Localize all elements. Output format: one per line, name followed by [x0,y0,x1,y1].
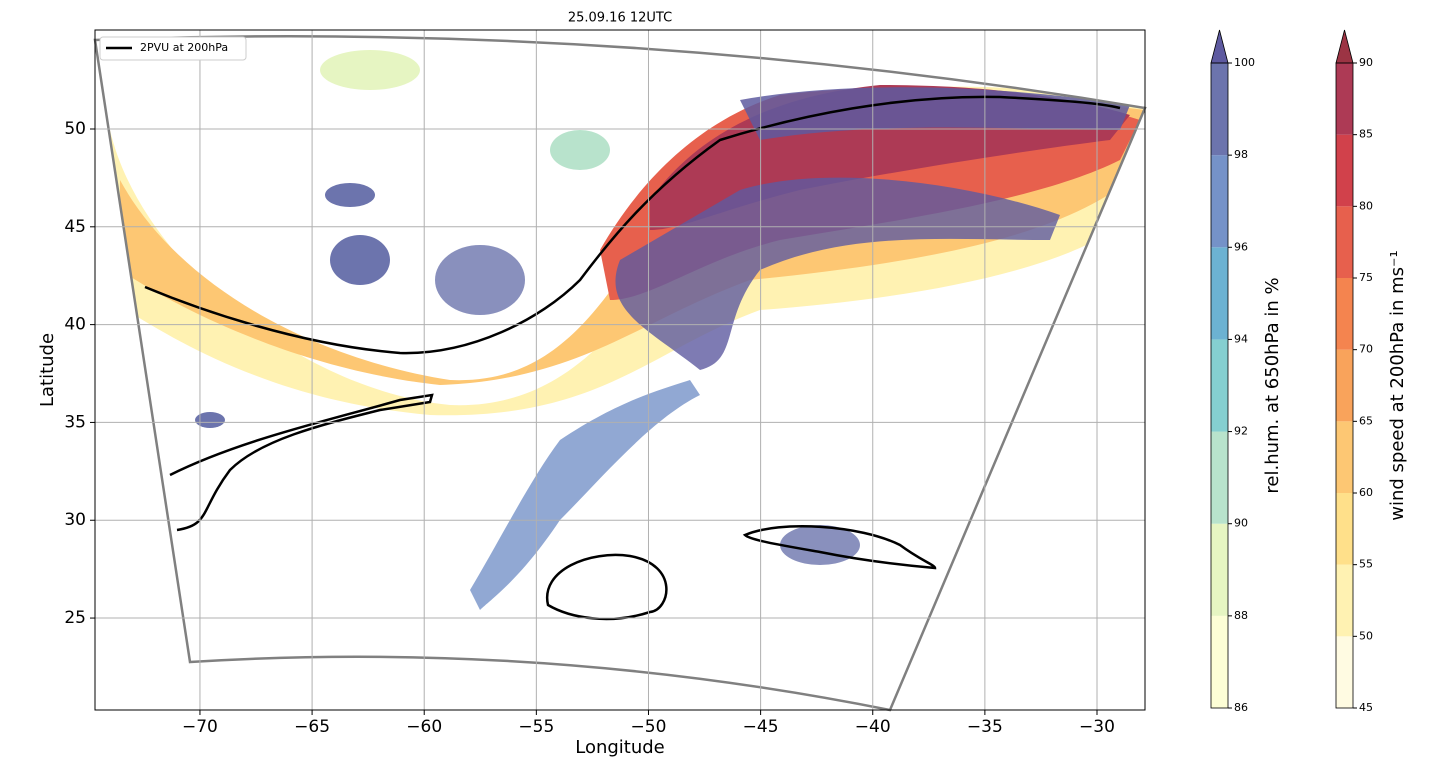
colorbar-frame [1335,62,1354,709]
colorbar-extend [1210,29,1229,64]
field [110,50,1145,621]
colorbar-bin [1336,206,1353,278]
colorbar-bin [1336,564,1353,637]
y-axis-label: Latitude [37,333,58,407]
domain-outline [93,35,1147,712]
x-tick-label: −60 [406,717,442,737]
colorbar-tick-label: 98 [1234,148,1248,161]
colorbar-tick-label: 80 [1359,199,1373,212]
colorbar-extend [1335,29,1354,64]
colorbar-tick-label: 88 [1234,609,1248,622]
colorbar-tick-label: 86 [1234,701,1248,714]
colorbar-label: rel.hum. at 650hPa in % [1262,277,1283,493]
plot-frame [94,29,1146,711]
colorbar-tick-label: 94 [1234,332,1248,345]
colorbar-tick-label: 90 [1359,56,1373,69]
y-tick-label: 35 [64,412,86,432]
legend-label: 2PVU at 200hPa [140,41,228,54]
colorbar-tick-label: 85 [1359,128,1373,141]
colorbar-tick-label: 55 [1359,558,1373,571]
x-tick-label: −65 [294,717,330,737]
y-tick-label: 40 [64,315,86,335]
y-tick-label: 30 [64,510,86,530]
y-tick-label: 25 [64,608,86,628]
colorbar-tick-label: 50 [1359,629,1373,642]
colorbar-bin [1211,431,1228,524]
colorbar-bin [1336,63,1353,135]
x-tick-label: −35 [967,717,1003,737]
title: 25.09.16 12UTC [568,11,672,26]
colorbar-tick-label: 60 [1359,486,1373,499]
colorbar-bin [1211,615,1228,708]
colorbar-bin [1211,339,1228,432]
x-tick-label: −55 [518,717,554,737]
colorbar-bin [1336,636,1353,708]
colorbar-bin [1211,247,1228,340]
legend: 2PVU at 200hPa [99,36,247,61]
x-tick-label: −30 [1079,717,1115,737]
colorbar-label: wind speed at 200hPa in ms⁻¹ [1387,250,1408,521]
x-tick-label: −50 [631,717,667,737]
colorbar-bin [1211,63,1228,156]
colorbar-bin [1336,134,1353,207]
colorbar-tick-label: 65 [1359,414,1373,427]
colorbar-tick-label: 92 [1234,425,1248,438]
colorbar-bin [1211,523,1228,616]
colorbar-tick-label: 90 [1234,517,1248,530]
x-tick-label: −40 [855,717,891,737]
colorbar-bin [1336,421,1353,493]
x-axis-label: Longitude [575,737,665,758]
colorbar-frame [1210,62,1229,709]
colorbar-tick-label: 75 [1359,271,1373,284]
y-tick-label: 50 [64,119,86,139]
colorbar-bin [1336,278,1353,350]
x-tick-label: −70 [182,717,218,737]
colorbar-bin [1336,493,1353,565]
colorbar-tick-label: 96 [1234,240,1248,253]
colorbar-tick-label: 100 [1234,56,1255,69]
colorbar-tick-label: 70 [1359,343,1373,356]
x-tick-label: −45 [743,717,779,737]
colorbar-tick-label: 45 [1359,701,1373,714]
colorbar-bin [1336,349,1353,422]
y-tick-label: 45 [64,217,86,237]
colorbar-bin [1211,155,1228,248]
